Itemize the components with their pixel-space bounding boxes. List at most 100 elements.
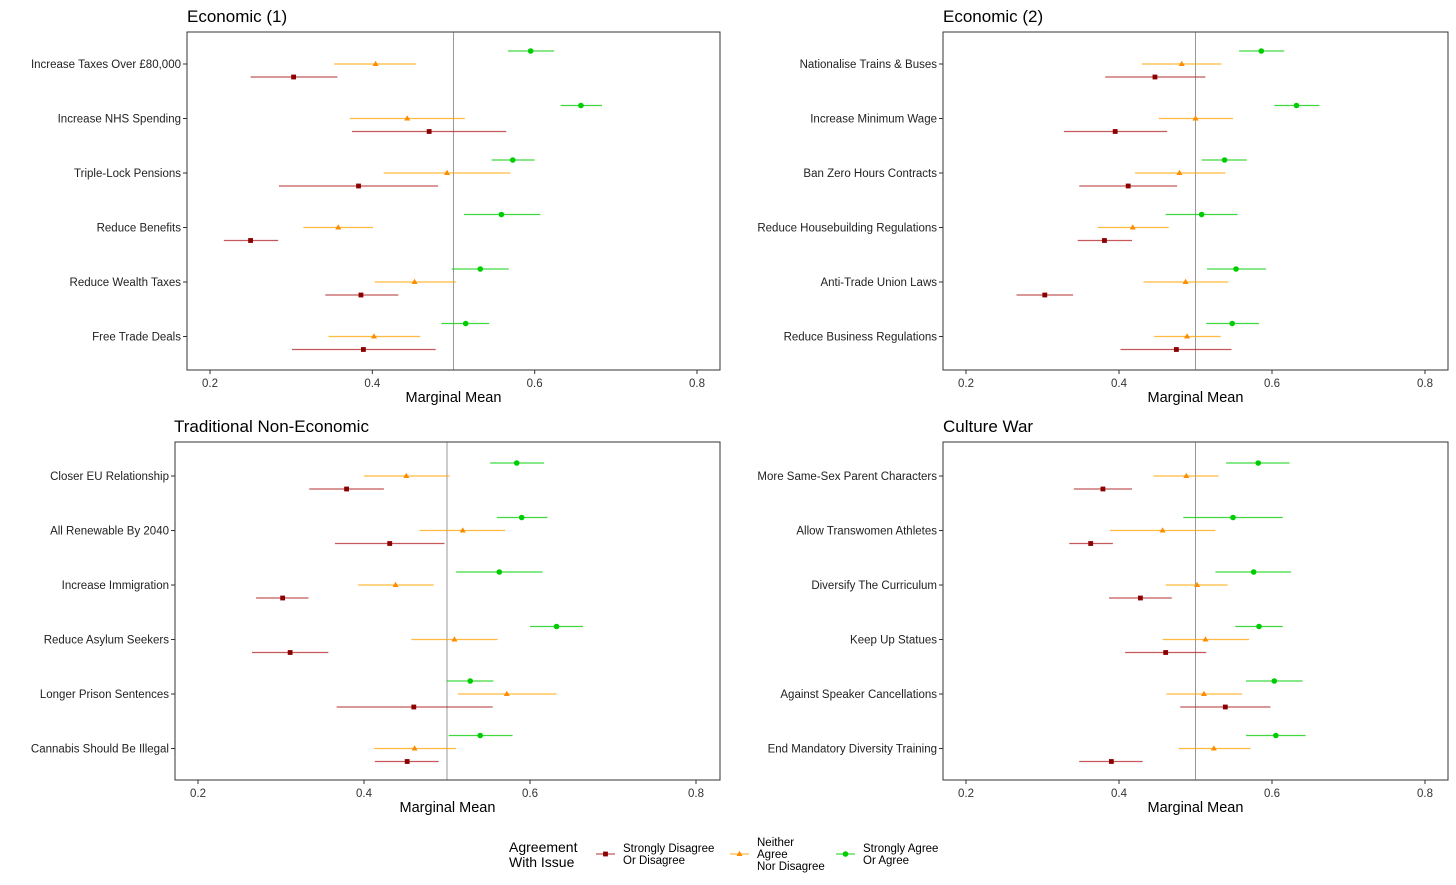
point-estimate (1229, 320, 1236, 327)
point-estimate (1183, 472, 1190, 478)
category-label: Increase NHS Spending (58, 114, 181, 126)
category-label: Anti-Trade Union Laws (820, 277, 937, 289)
point-estimate (411, 278, 418, 284)
legend-label: Strongly Disagree (623, 843, 714, 855)
category-label: More Same-Sex Parent Characters (757, 471, 937, 483)
point-estimate (1202, 636, 1209, 642)
point-estimate (1152, 74, 1158, 80)
point-estimate (1100, 486, 1106, 492)
point-estimate (1210, 745, 1217, 751)
panel-title: Economic (1) (187, 7, 287, 26)
legend-key-triangle (736, 850, 743, 856)
point-estimate (1088, 541, 1094, 546)
panel-title: Traditional Non-Economic (174, 417, 369, 436)
point-estimate (1258, 48, 1265, 54)
point-estimate (404, 115, 411, 121)
point-estimate (518, 514, 525, 521)
x-tick-label: 0.2 (190, 788, 206, 800)
point-estimate (1192, 115, 1199, 121)
point-estimate (1129, 224, 1136, 230)
x-tick-label: 0.6 (1264, 788, 1280, 800)
point-estimate (1194, 581, 1201, 587)
point-estimate (358, 292, 364, 298)
category-label: Nationalise Trains & Buses (800, 59, 938, 71)
legend-label: Agree (757, 849, 788, 861)
point-estimate (370, 333, 377, 339)
point-estimate (403, 472, 410, 478)
category-label: Increase Minimum Wage (810, 114, 937, 126)
point-estimate (344, 486, 349, 492)
point-estimate (498, 211, 505, 218)
point-estimate (462, 320, 469, 327)
point-estimate (503, 690, 510, 696)
category-label: Increase Taxes Over £80,000 (31, 59, 181, 71)
x-tick-label: 0.4 (1111, 788, 1128, 800)
point-estimate (387, 541, 393, 546)
category-label: All Renewable By 2040 (50, 526, 169, 538)
category-label: Increase Immigration (62, 580, 169, 592)
legend-label: Neither (757, 837, 794, 849)
point-estimate (1182, 278, 1189, 284)
x-axis-label: Marginal Mean (400, 800, 496, 816)
category-label: Free Trade Deals (92, 332, 181, 344)
x-tick-label: 0.4 (356, 788, 373, 800)
category-label: Closer EU Relationship (50, 471, 169, 483)
point-estimate (372, 60, 379, 66)
point-estimate (1273, 732, 1279, 739)
category-label: Cannabis Should Be Illegal (31, 744, 169, 756)
point-estimate (280, 595, 286, 601)
legend-label: Strongly Agree (863, 843, 938, 855)
category-label: Ban Zero Hours Contracts (803, 168, 937, 180)
point-estimate (411, 745, 418, 751)
x-tick-label: 0.8 (1417, 788, 1433, 800)
x-axis-label: Marginal Mean (1148, 800, 1244, 816)
point-estimate (459, 527, 466, 533)
x-tick-label: 0.6 (522, 788, 538, 800)
panel-2: Traditional Non-Economic 0.2 0.4 0.6 0.8 Marg… (31, 417, 721, 816)
point-estimate (1221, 157, 1228, 163)
x-axis-label: Marginal Mean (1148, 390, 1244, 406)
category-label: End Mandatory Diversity Training (768, 744, 937, 756)
point-estimate (578, 102, 584, 109)
point-estimate (1108, 759, 1114, 764)
point-estimate (1112, 129, 1118, 134)
point-estimate (1293, 102, 1300, 109)
point-estimate (1200, 690, 1207, 696)
category-label: Reduce Wealth Taxes (70, 277, 182, 289)
category-label: Reduce Benefits (97, 223, 182, 235)
category-label: Allow Transwomen Athletes (796, 526, 937, 538)
point-estimate (248, 238, 253, 243)
legend-title: With Issue (509, 854, 575, 870)
panel-title: Economic (2) (943, 7, 1043, 26)
point-estimate (496, 569, 503, 575)
point-estimate (477, 266, 484, 272)
legend-key-square (603, 851, 608, 857)
point-estimate (1159, 527, 1166, 533)
category-label: Reduce Business Regulations (784, 332, 938, 344)
point-estimate (1198, 211, 1205, 218)
category-label: Keep Up Statues (850, 635, 937, 647)
point-estimate (411, 704, 417, 710)
point-estimate (477, 732, 484, 739)
point-estimate (513, 460, 520, 466)
x-tick-label: 0.8 (689, 378, 705, 390)
point-estimate (1256, 623, 1262, 630)
point-estimate (451, 636, 458, 642)
point-estimate (1230, 514, 1236, 521)
point-estimate (1125, 183, 1131, 189)
point-estimate (527, 48, 534, 54)
point-estimate (467, 678, 474, 684)
legend-label: Nor Disagree (757, 861, 825, 873)
x-tick-label: 0.6 (527, 378, 543, 390)
point-estimate (291, 74, 297, 80)
point-estimate (1250, 569, 1257, 575)
point-estimate (335, 224, 342, 230)
point-estimate (1102, 238, 1107, 243)
point-estimate (1173, 347, 1179, 352)
legend-key-circle (842, 851, 849, 857)
x-tick-label: 0.4 (1111, 378, 1128, 390)
category-label: Triple-Lock Pensions (74, 168, 181, 180)
point-estimate (509, 157, 516, 163)
point-estimate (1255, 460, 1262, 466)
